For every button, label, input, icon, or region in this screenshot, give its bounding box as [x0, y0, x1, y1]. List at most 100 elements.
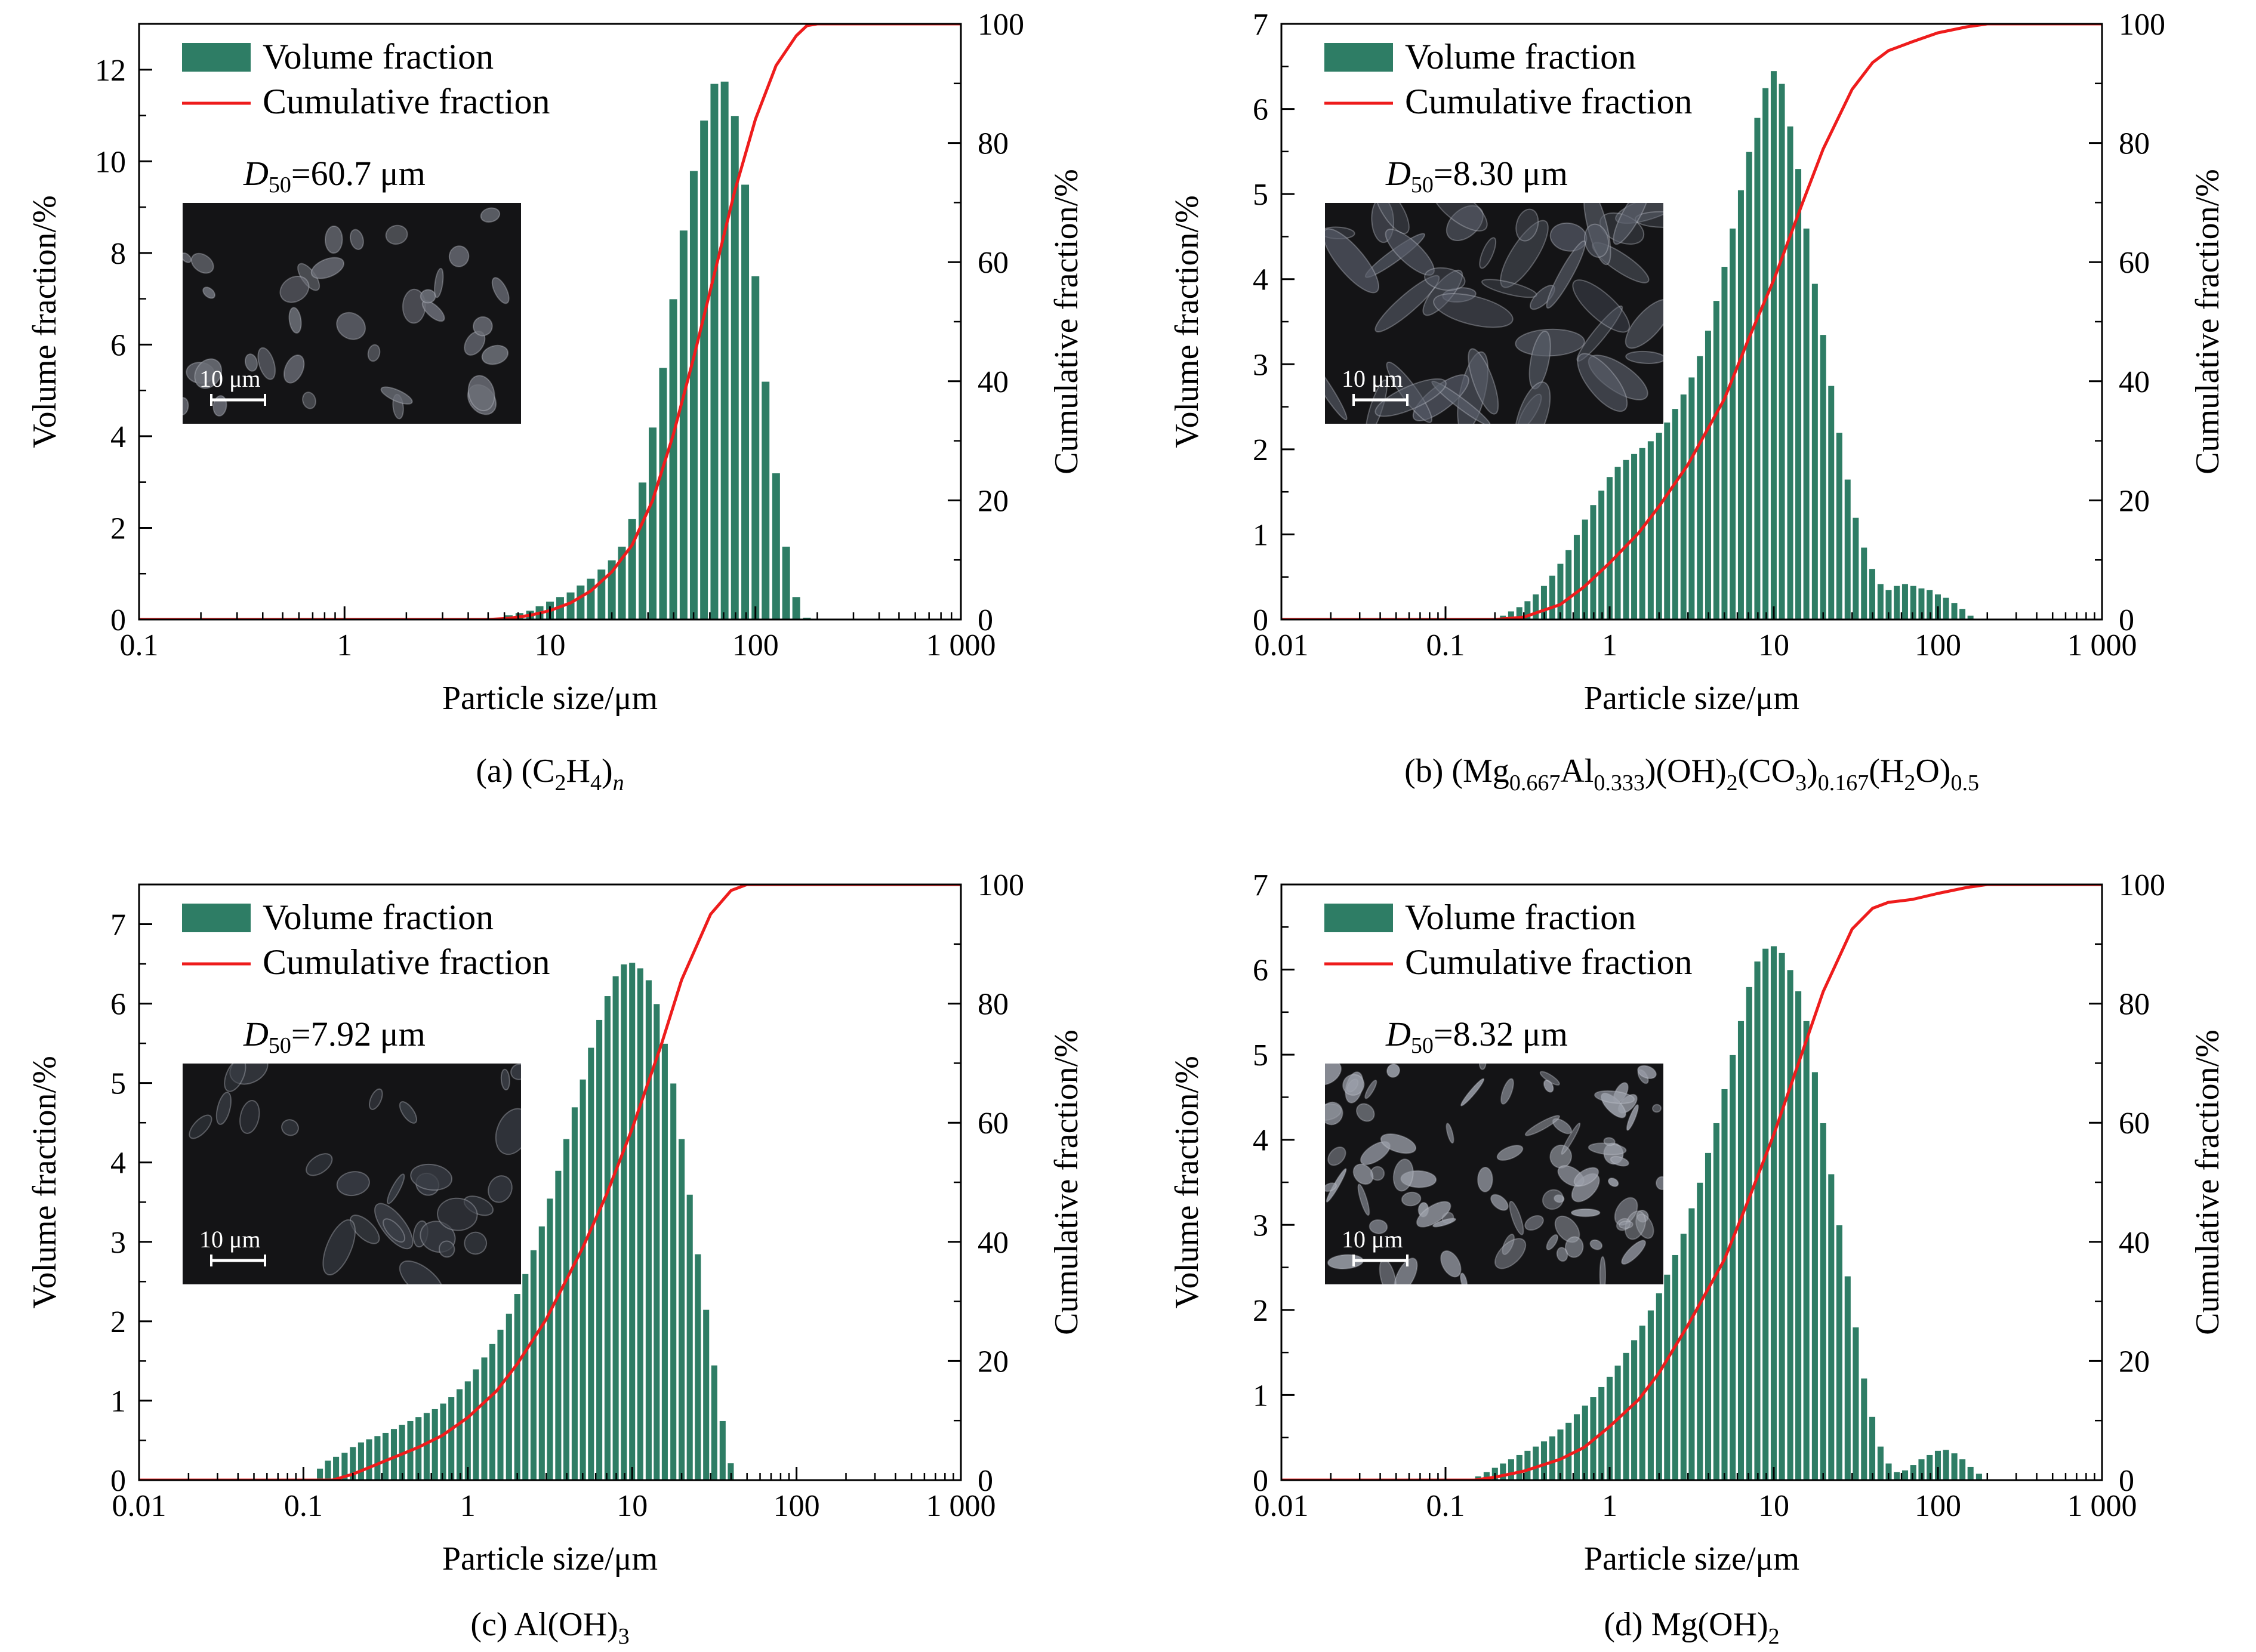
caption-formula-part: (C [522, 753, 555, 790]
sem-particle [1594, 1090, 1635, 1104]
sem-particle [336, 1171, 370, 1197]
sem-particle [1422, 269, 1463, 316]
volume-bar [1605, 476, 1614, 620]
caption-formula-part: 3 [618, 1624, 630, 1649]
volume-bar [1728, 1054, 1737, 1480]
sem-particle [420, 289, 436, 304]
y-tick-label: 5 [110, 1067, 126, 1101]
sem-particle [224, 1064, 246, 1092]
volume-bar [562, 1138, 571, 1480]
sem-particle [1325, 228, 1379, 294]
volume-bar [1876, 583, 1885, 620]
y-axis-right: 0 20 40 60 80 100 [948, 8, 1024, 637]
y-axis-right: 0 20 40 60 80 100 [948, 868, 1024, 1498]
y2-tick-label: 40 [978, 1226, 1009, 1260]
volume-bar [1844, 1275, 1852, 1480]
volume-bar [1679, 393, 1688, 620]
legend: Volume fraction Cumulative fraction [182, 898, 550, 982]
sem-particle [387, 1173, 405, 1204]
sem-particle [1570, 1208, 1601, 1218]
legend: Volume fraction Cumulative fraction [1324, 37, 1693, 121]
y-axis-title: Volume fraction/% [1169, 195, 1206, 448]
x-axis-title: Particle size/μm [442, 1540, 658, 1577]
volume-bar [1663, 421, 1671, 620]
volume-bar [730, 115, 740, 620]
d50-value: =60.7 μm [291, 154, 426, 193]
d50-annotation: D50=7.92 μm [243, 1015, 426, 1058]
volume-bar [709, 83, 719, 620]
sem-particle [1543, 1079, 1554, 1093]
sem-particle [202, 286, 215, 299]
y-axis-left: 0 1 2 3 4 5 6 7 [1253, 8, 1295, 637]
volume-bar [658, 367, 668, 620]
volume-bar [1802, 1020, 1811, 1480]
sem-particle [1431, 203, 1488, 232]
volume-bar [521, 1273, 529, 1480]
sem-particle [1374, 203, 1410, 235]
volume-bar [1934, 1450, 1942, 1480]
x-axis-title: Particle size/μm [442, 680, 658, 717]
x-tick-label: 1 [1602, 1489, 1617, 1523]
sem-particle [189, 1114, 212, 1139]
y-axis-right: 0 20 40 60 80 100 [2089, 8, 2165, 637]
y-axis-title: Volume fraction/% [26, 195, 63, 448]
volume-bar [1712, 1122, 1721, 1480]
volume-fraction-bars [316, 961, 735, 1480]
volume-bar [1811, 1071, 1819, 1480]
volume-bar [1564, 549, 1573, 620]
volume-bar [1507, 610, 1515, 620]
sem-particle [1635, 1213, 1654, 1239]
volume-bar [1967, 1466, 1975, 1480]
volume-bar [332, 1456, 340, 1480]
y2-tick-label: 60 [978, 246, 1009, 280]
volume-bar [1835, 432, 1844, 620]
volume-bar [620, 963, 628, 1480]
sem-particle [1613, 203, 1650, 245]
volume-bar [686, 1194, 694, 1480]
y2-tick-label: 100 [2119, 8, 2165, 42]
sem-particle [421, 300, 445, 322]
volume-bar [1794, 168, 1802, 620]
x-tick-label: 1 000 [926, 1489, 996, 1523]
y2-tick-label: 100 [978, 868, 1024, 902]
sem-particle [190, 252, 214, 274]
sem-particle [239, 1100, 260, 1134]
sem-particle [1357, 1183, 1370, 1216]
legend-bars-label: Volume fraction [263, 37, 494, 76]
volume-bar [617, 545, 627, 620]
d50-subscript: 50 [1411, 172, 1434, 198]
x-axis: 0.01 0.1 1 10 100 1 000 [112, 1467, 996, 1523]
volume-bar [760, 381, 771, 620]
y2-tick-label: 20 [2119, 1345, 2150, 1379]
x-axis-title: Particle size/μm [1584, 1540, 1799, 1577]
x-tick-label: 10 [617, 1489, 648, 1523]
sem-particle [1634, 211, 1663, 228]
volume-bar [1819, 334, 1827, 620]
d50-annotation: D50=8.32 μm [1385, 1015, 1568, 1058]
sem-particle [1564, 1236, 1584, 1258]
volume-bar [595, 1019, 603, 1480]
volume-bar [1548, 575, 1557, 620]
sem-particle [1479, 237, 1497, 269]
sem-particle [349, 1215, 380, 1244]
sem-particle [1542, 1189, 1564, 1210]
volume-bar [1844, 479, 1852, 620]
x-tick-label: 1 [1602, 628, 1617, 662]
volume-bar [720, 81, 730, 620]
sem-particle [194, 358, 223, 389]
volume-bar [710, 1364, 719, 1480]
x-tick-label: 0.1 [120, 628, 159, 662]
sem-particle [1619, 1220, 1634, 1229]
y-tick-label: 6 [1253, 954, 1268, 988]
d50-value: =8.32 μm [1434, 1015, 1568, 1053]
volume-bar [1687, 376, 1696, 620]
chart-panel-d: 0.01 0.1 1 10 100 1 00001234567020406080100Pa… [1169, 868, 2226, 1649]
volume-bar [571, 1106, 579, 1480]
d50-symbol: D [243, 1015, 269, 1053]
d50-symbol: D [1385, 154, 1411, 193]
volume-bar [1573, 534, 1581, 620]
volume-bar [1753, 960, 1762, 1480]
caption-formula-part: 4 [590, 770, 602, 796]
sem-particle [380, 386, 413, 405]
volume-bar [1630, 1339, 1638, 1480]
